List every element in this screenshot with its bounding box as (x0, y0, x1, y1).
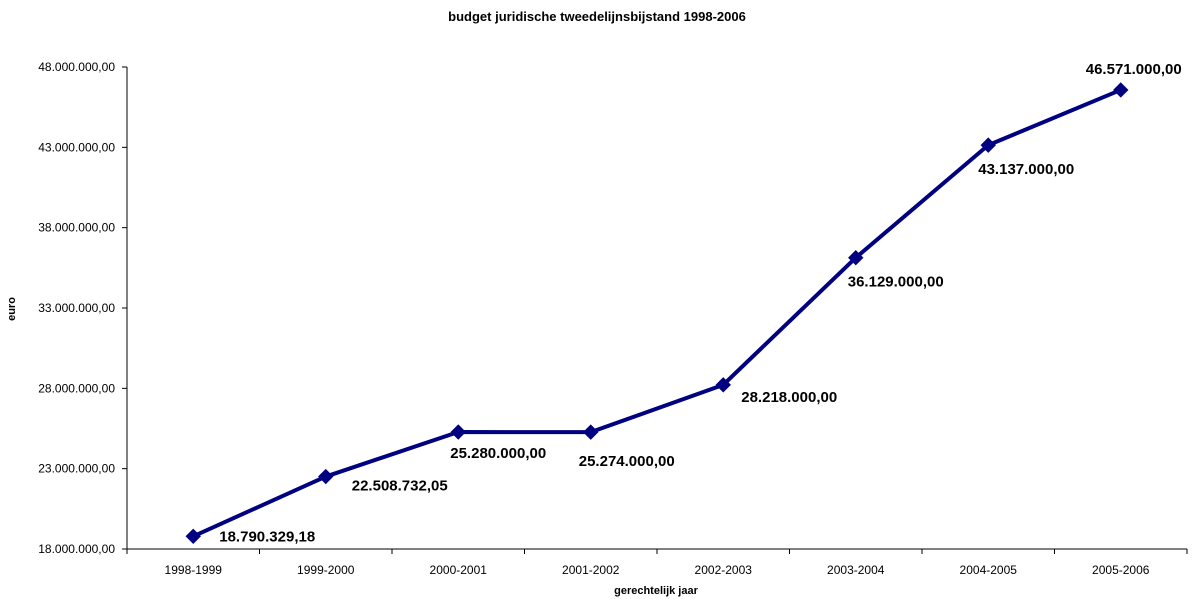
y-tick-label: 48.000.000,00 (38, 60, 115, 74)
x-tick-label: 1998-1999 (165, 563, 223, 577)
y-tick-label: 43.000.000,00 (38, 140, 115, 154)
data-label: 22.508.732,05 (352, 478, 448, 495)
data-label: 46.571.000,00 (1086, 61, 1182, 78)
series-budget (185, 82, 1129, 545)
x-axis-ticks: 1998-1999 1999-2000 2000-2001 2001-2002 2002… (126, 549, 1188, 577)
data-point-marker (583, 424, 599, 440)
data-label: 25.280.000,00 (450, 445, 546, 462)
series-line (192, 88, 1122, 539)
data-point-marker (848, 250, 864, 266)
data-point-marker (980, 137, 996, 153)
data-point-marker (1113, 82, 1129, 98)
data-label: 43.137.000,00 (978, 161, 1074, 178)
data-point-marker (715, 377, 731, 393)
x-tick-label: 2005-2006 (1092, 563, 1150, 577)
y-tick-label: 38.000.000,00 (38, 221, 115, 235)
y-tick-label: 33.000.000,00 (38, 301, 115, 315)
x-tick-label: 1999-2000 (297, 563, 355, 577)
y-tick-label: 23.000.000,00 (38, 462, 115, 476)
x-axis-title: gerechtelijk jaar (614, 585, 698, 597)
x-tick-label: 2003-2004 (827, 563, 885, 577)
y-axis-ticks: 18.000.000,00 23.000.000,00 28.000.000,00 3… (38, 60, 127, 556)
y-tick-label: 28.000.000,00 (38, 381, 115, 395)
y-tick-label: 18.000.000,00 (38, 542, 115, 556)
chart-title: budget juridische tweedelijnsbijstand 19… (448, 9, 746, 24)
x-tick-label: 2001-2002 (562, 563, 620, 577)
axes (126, 67, 1187, 550)
data-point-marker (318, 468, 334, 485)
data-label: 25.274.000,00 (579, 453, 675, 470)
data-point-marker (185, 528, 201, 545)
data-label: 36.129.000,00 (848, 274, 944, 291)
x-tick-label: 2000-2001 (430, 563, 488, 577)
x-tick-label: 2004-2005 (960, 563, 1018, 577)
data-label: 28.218.000,00 (741, 389, 837, 406)
data-label: 18.790.329,18 (219, 528, 315, 545)
y-axis-title: euro (6, 297, 18, 321)
data-point-marker (450, 424, 466, 440)
x-tick-label: 2002-2003 (695, 563, 753, 577)
